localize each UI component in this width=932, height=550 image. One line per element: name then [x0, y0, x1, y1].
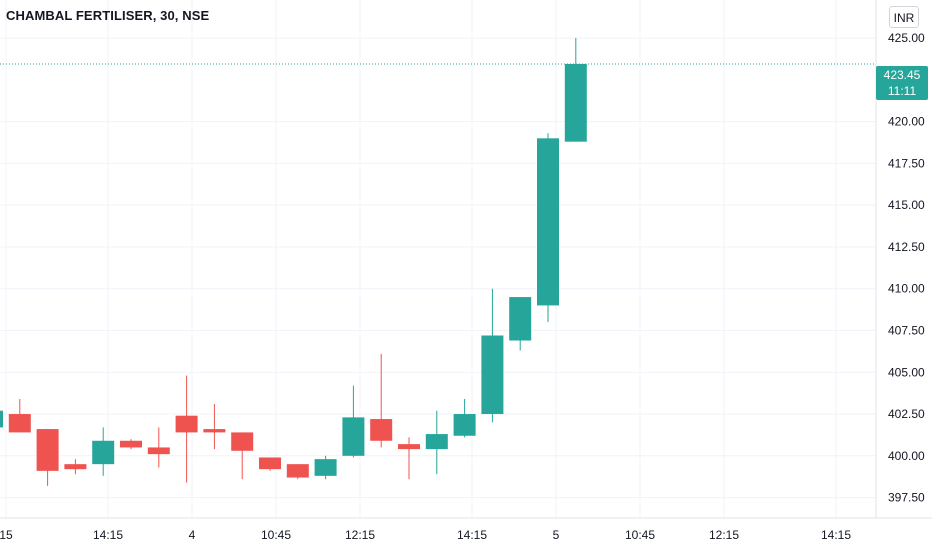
price-tick-label: 400.00 — [888, 449, 925, 463]
candles — [0, 38, 587, 486]
candle[interactable] — [509, 297, 532, 351]
time-tick-label: 14:15 — [457, 528, 487, 542]
candle[interactable] — [314, 455, 337, 480]
price-tick-label: 425.00 — [888, 31, 925, 45]
candle-body — [481, 335, 504, 415]
candle[interactable] — [453, 398, 476, 438]
candle-body — [370, 419, 393, 441]
candle-body — [175, 415, 198, 433]
time-tick-label: 10:45 — [261, 528, 291, 542]
last-price-value: 423.45 — [883, 68, 921, 82]
time-tick-label: 4 — [189, 528, 196, 542]
candle[interactable] — [0, 410, 3, 428]
price-tick-label: 407.50 — [888, 323, 925, 337]
price-tick-label: 420.00 — [888, 115, 925, 129]
time-tick-label: 5 — [553, 528, 560, 542]
candle-body — [120, 440, 142, 448]
candle[interactable] — [286, 464, 309, 480]
candle[interactable] — [342, 385, 365, 458]
price-axis[interactable]: 397.50 400.00 402.50 405.00 407.50 410.00 412.… — [888, 31, 925, 505]
price-tick-label: 397.50 — [888, 491, 925, 505]
candle-body — [0, 410, 3, 428]
time-tick-label: 10:45 — [625, 528, 655, 542]
time-tick-label: 14:15 — [93, 528, 123, 542]
candle[interactable] — [370, 353, 393, 448]
candle-body — [398, 444, 420, 450]
candle-countdown: 11:11 — [887, 84, 917, 98]
chart-title: CHAMBAL FERTILISER, 30, NSE — [6, 8, 210, 23]
candle[interactable] — [203, 404, 226, 450]
currency-badge[interactable]: INR — [889, 6, 919, 28]
candle-body — [92, 440, 115, 465]
candle-body — [537, 138, 559, 306]
time-axis[interactable]: 15 14:15 4 10:45 12:15 14:15 5 10:45 12:15 14:15 — [0, 528, 851, 542]
candle-body — [564, 63, 587, 142]
last-price-tag: 423.45 11:11 — [876, 66, 928, 100]
candle[interactable] — [147, 427, 170, 468]
candle[interactable] — [481, 288, 504, 423]
candle[interactable] — [564, 38, 587, 142]
time-tick-label: 15 — [0, 528, 13, 542]
price-tick-label: 415.00 — [888, 198, 925, 212]
price-tick-label: 412.50 — [888, 240, 925, 254]
candle-body — [64, 464, 87, 470]
candle[interactable] — [175, 375, 198, 483]
candle[interactable] — [8, 398, 31, 433]
candle-body — [342, 417, 365, 456]
candle-body — [203, 429, 226, 433]
candle[interactable] — [259, 457, 281, 471]
candle-body — [425, 434, 448, 450]
candle[interactable] — [92, 427, 115, 476]
candle-body — [36, 429, 59, 471]
price-tick-label: 417.50 — [888, 156, 925, 170]
price-tick-label: 405.00 — [888, 365, 925, 379]
candle[interactable] — [64, 459, 87, 475]
price-tick-label: 402.50 — [888, 407, 925, 421]
candle[interactable] — [231, 432, 254, 480]
time-tick-label: 12:15 — [709, 528, 739, 542]
candle-body — [231, 432, 254, 451]
candle-body — [259, 457, 281, 470]
candle-body — [509, 297, 532, 341]
candle-body — [314, 459, 337, 476]
candle-body — [147, 447, 170, 455]
candle-body — [8, 414, 31, 433]
candle-body — [453, 414, 476, 436]
time-tick-label: 12:15 — [345, 528, 375, 542]
price-tick-label: 410.00 — [888, 282, 925, 296]
candle[interactable] — [36, 429, 59, 486]
candle[interactable] — [398, 437, 420, 480]
candle[interactable] — [537, 133, 559, 323]
candle[interactable] — [120, 439, 142, 450]
time-tick-label: 14:15 — [821, 528, 851, 542]
candle-body — [286, 464, 309, 478]
candle[interactable] — [425, 410, 448, 475]
